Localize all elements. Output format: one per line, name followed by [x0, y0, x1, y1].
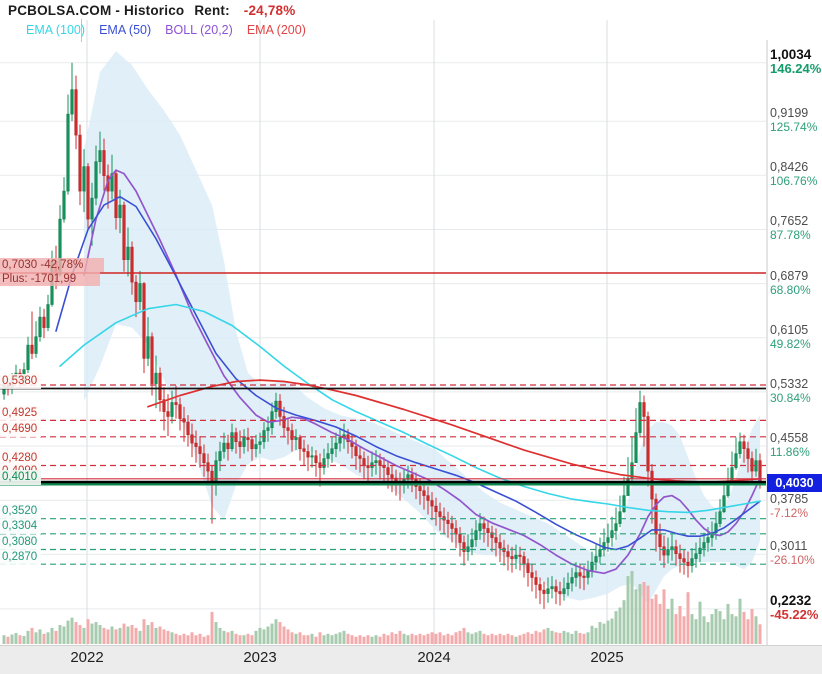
axis-price: 0,7652: [770, 214, 809, 229]
axis-price: 0,4558: [770, 431, 809, 446]
axis-percent: -45.22%: [770, 606, 819, 622]
year-label-2024: 2024: [417, 649, 451, 666]
axis-price: 0,2232: [770, 592, 812, 608]
rent-value: -24,78%: [243, 3, 296, 18]
legend-item-ema-200[interactable]: EMA (200): [246, 23, 306, 37]
axis-percent: -7.12%: [770, 506, 809, 521]
price-axis-tick: 0,3011 -26.10%: [770, 539, 822, 567]
price-level-label: 0,4925: [0, 405, 42, 421]
axis-percent: 87.78%: [770, 228, 811, 243]
axis-price: 1,0034: [770, 46, 812, 62]
price-axis-tick: 1,0034 146.24%: [770, 46, 822, 76]
axis-price: 0,5332: [770, 376, 809, 391]
price-level-label: 0,3520: [0, 504, 42, 520]
price-axis-tick: 0,9199 125.74%: [770, 106, 822, 134]
app-title: PCBOLSA.COM - Historico: [8, 3, 185, 18]
axis-price: 0,8426: [770, 160, 809, 175]
current-price-tag: 0,4030: [767, 474, 822, 492]
legend-item-ema-100[interactable]: EMA (100): [26, 23, 86, 37]
window-title: PCBOLSA.COM - Historico Rent: -24,78%: [8, 3, 295, 18]
price-axis-tick: 0,5332 30.84%: [770, 377, 822, 405]
axis-price: 0,9199: [770, 106, 809, 121]
level-annotation-price: 0,7030 -42,78%: [0, 258, 104, 272]
axis-percent: 30.84%: [770, 390, 811, 405]
price-axis-tick: 0,6105 49.82%: [770, 323, 822, 351]
level-annotation-plus: Plus: -1701,99: [0, 272, 100, 286]
legend-divider: [81, 19, 82, 42]
axis-percent: 125.74%: [770, 120, 818, 135]
price-axis-tick: 0,7652 87.78%: [770, 214, 822, 242]
axis-percent: 106.76%: [770, 174, 818, 189]
axis-price: 0,3785: [770, 492, 809, 507]
price-level-label: 0,3080: [0, 535, 42, 550]
indicator-legend: EMA (100) EMA (50) BOLL (20,2) EMA (200): [26, 23, 320, 37]
rent-label: Rent:: [194, 3, 230, 18]
price-axis-tick: 0,4558 11.86%: [770, 431, 822, 459]
legend-item-ema-50[interactable]: EMA (50): [99, 23, 152, 37]
price-axis-tick: 0,2232 -45.22%: [770, 592, 822, 622]
price-axis-tick: 0,3785 -7.12%: [770, 492, 822, 520]
axis-price: 0,6105: [770, 322, 809, 337]
axis-percent: 146.24%: [770, 60, 822, 76]
price-level-label: 0,4010: [0, 469, 42, 485]
legend-item-boll-20-2[interactable]: BOLL (20,2): [165, 23, 233, 37]
price-level-label: 0,3304: [0, 519, 42, 535]
time-axis[interactable]: 2022 2023 2024 2025: [0, 645, 822, 674]
axis-percent: 49.82%: [770, 336, 811, 351]
year-label-2025: 2025: [590, 649, 624, 666]
price-level-label: 0,5380: [0, 374, 42, 389]
axis-price: 0,6879: [770, 268, 809, 283]
price-axis-tick: 0,8426 106.76%: [770, 160, 822, 188]
axis-percent: 68.80%: [770, 282, 811, 297]
axis-price: 0,3011: [770, 539, 808, 554]
price-level-label: 0,4280: [0, 451, 42, 466]
axis-percent: -26.10%: [770, 553, 815, 568]
price-level-label: 0,4690: [0, 422, 42, 438]
axis-percent: 11.86%: [770, 445, 810, 460]
price-axis-tick: 0,6879 68.80%: [770, 269, 822, 297]
year-label-2023: 2023: [243, 649, 277, 666]
year-label-2022: 2022: [70, 649, 104, 666]
price-level-label: 0,2870: [0, 549, 42, 565]
